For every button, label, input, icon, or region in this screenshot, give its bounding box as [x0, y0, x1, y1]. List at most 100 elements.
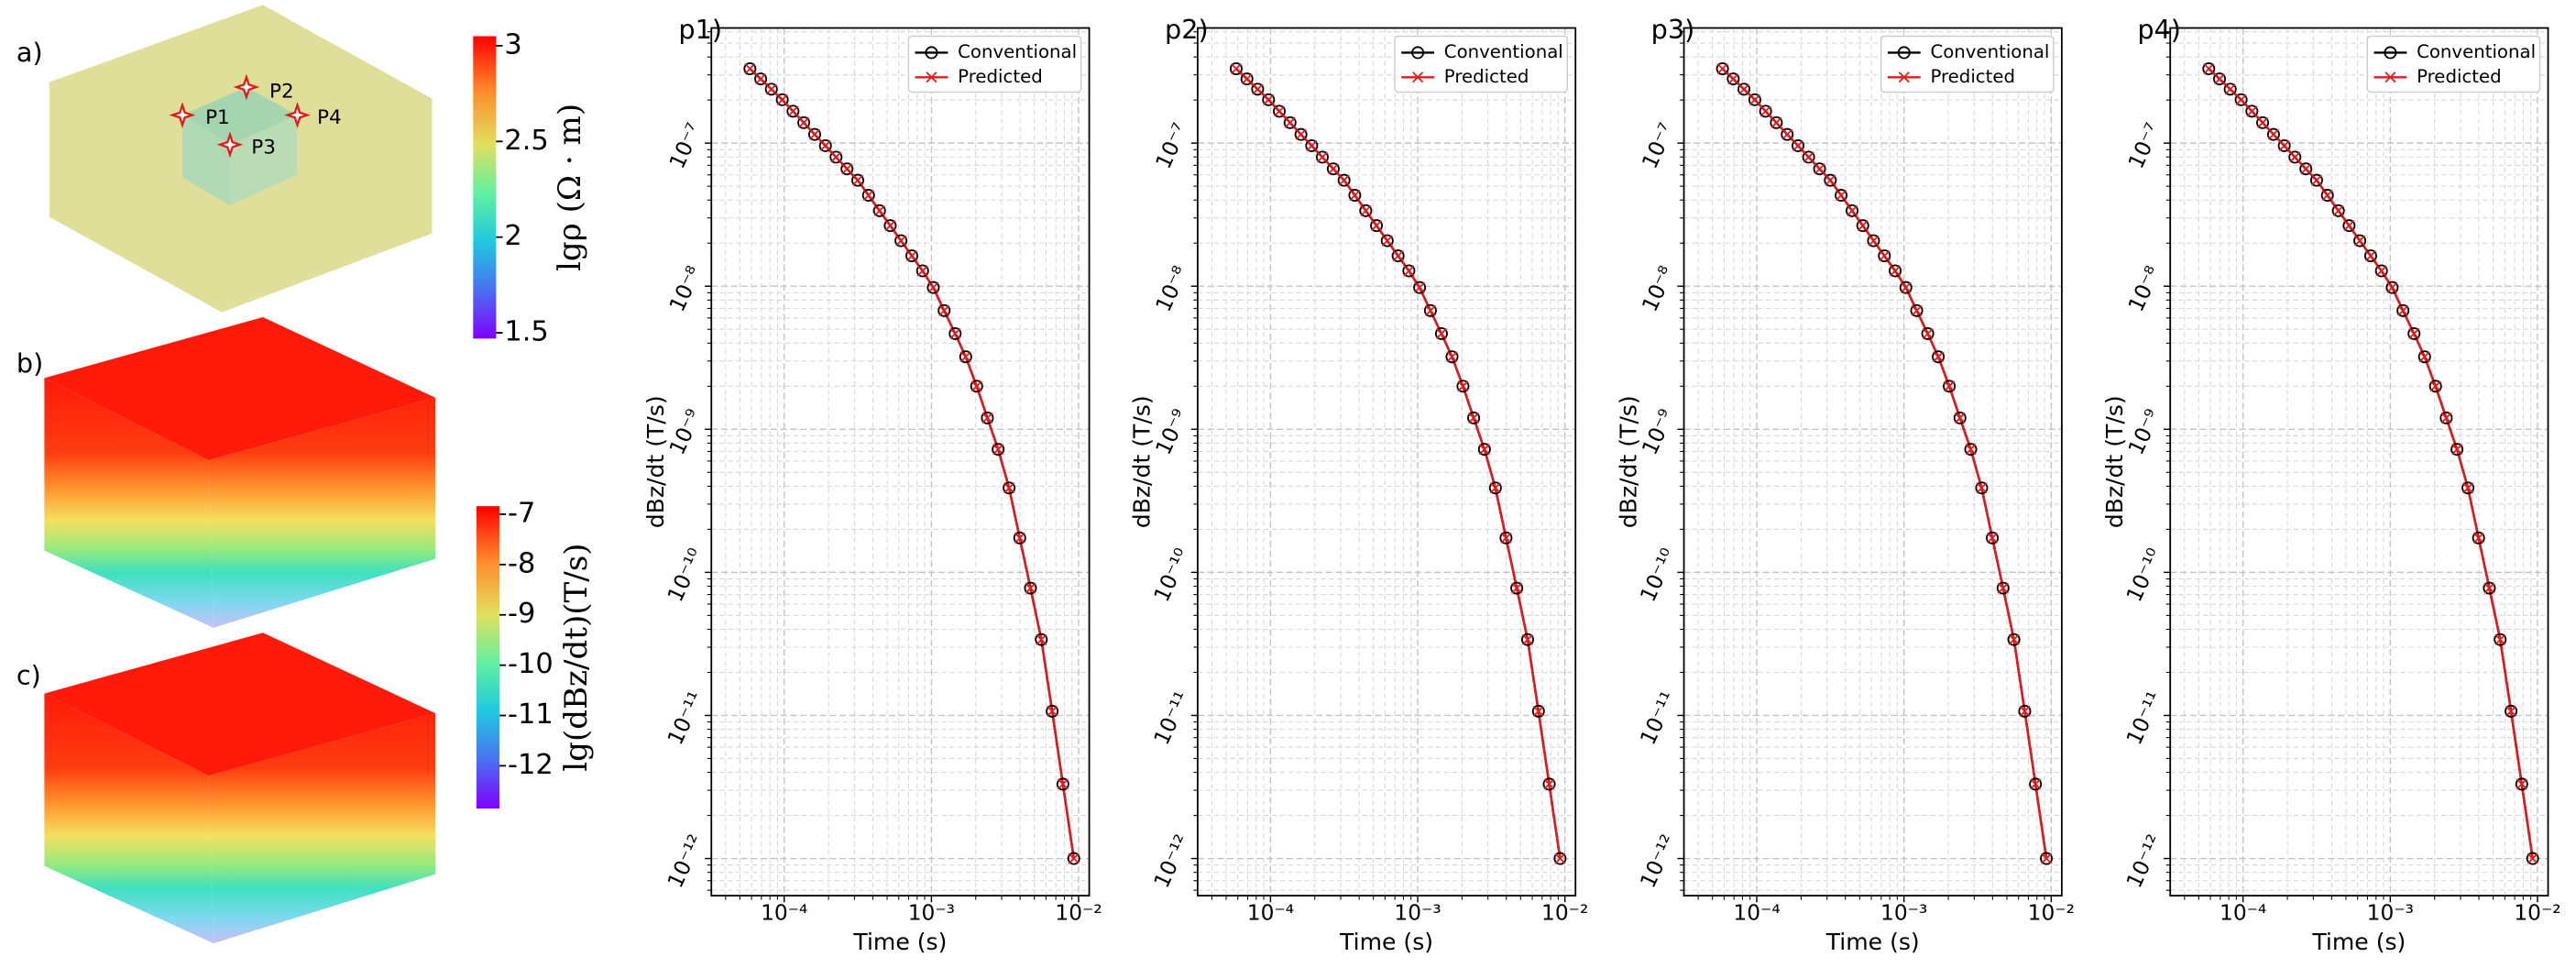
marker [2008, 633, 2020, 645]
marker [1737, 82, 1751, 96]
marker [1262, 93, 1276, 106]
marker [1284, 116, 1296, 128]
marker [2309, 173, 2323, 187]
marker [2030, 778, 2042, 790]
marker [937, 303, 951, 317]
marker [1468, 412, 1480, 424]
marker [1305, 138, 1319, 152]
marker [1424, 304, 1436, 316]
y-axis-label: dBz/dt (T/s) [642, 395, 669, 528]
marker [2364, 250, 2376, 262]
marker [1770, 116, 1782, 128]
marker [1500, 532, 1512, 544]
legend-marker [1411, 46, 1425, 60]
point-marker [284, 102, 311, 128]
marker [1531, 704, 1545, 718]
marker [1792, 139, 1804, 151]
point-label: P1 [205, 106, 230, 129]
marker [1944, 380, 1956, 392]
marker [2407, 326, 2421, 340]
marker [2428, 380, 2442, 393]
marker [1380, 234, 1394, 248]
x-tick-label: 10⁻³ [1880, 900, 1927, 925]
colorbar-tick-label: 2.5 [504, 125, 548, 157]
marker [970, 380, 983, 393]
marker [2203, 62, 2215, 75]
marker [1997, 582, 2009, 594]
plot-frame [2169, 27, 2549, 896]
marker [819, 139, 831, 151]
marker [992, 443, 1005, 456]
point-label: P3 [251, 136, 276, 159]
marker [1326, 162, 1340, 176]
marker [1899, 280, 1913, 294]
marker [1025, 582, 1036, 594]
marker [1933, 351, 1945, 363]
marker [905, 249, 918, 263]
marker [1954, 412, 1966, 424]
marker [1435, 327, 1447, 339]
legend-label: Predicted [958, 66, 1043, 87]
marker [841, 163, 853, 175]
marker [1423, 303, 1437, 317]
legend-marker [2384, 72, 2396, 83]
colorbar-tick-label: -9 [508, 598, 535, 630]
marker [1727, 73, 1739, 85]
chart: 10⁻⁴ 10⁻³ 10⁻²10⁻¹²10⁻¹¹10⁻¹⁰10⁻⁹10⁻⁸10⁻⁷C… [2101, 14, 2561, 955]
x-tick-label: 10⁻² [1055, 900, 1102, 925]
marker [2462, 482, 2474, 494]
marker [1846, 204, 1859, 217]
marker [755, 73, 767, 85]
marker [744, 62, 756, 75]
marker [2310, 174, 2322, 186]
marker [2277, 138, 2291, 152]
marker [1759, 104, 1772, 118]
marker [1543, 778, 1555, 790]
marker [1868, 235, 1880, 247]
marker [1252, 83, 1264, 95]
marker [2418, 351, 2430, 363]
marker [2483, 581, 2496, 595]
marker [981, 412, 993, 424]
plot-area [1683, 28, 2062, 896]
chart-label: p2) [1165, 14, 1209, 45]
marker [1370, 219, 1384, 233]
x-tick-label: 10⁻³ [908, 900, 955, 925]
marker [1013, 531, 1026, 544]
x-tick-label: 10⁻² [1541, 900, 1588, 925]
marker [2040, 852, 2054, 865]
marker [1338, 174, 1350, 186]
marker [872, 204, 886, 217]
chart: 10⁻⁴ 10⁻³ 10⁻²10⁻¹²10⁻¹¹10⁻¹⁰10⁻⁹10⁻⁸10⁻⁷C… [642, 14, 1102, 955]
marker [1857, 220, 1869, 232]
marker [1240, 72, 1254, 86]
marker [1748, 94, 1760, 105]
marker [1392, 250, 1404, 262]
point-marker [233, 73, 260, 101]
marker [862, 190, 874, 202]
marker [2494, 633, 2506, 645]
marker [2321, 190, 2333, 202]
marker [743, 62, 757, 75]
marker [1457, 380, 1469, 392]
marker [2396, 303, 2410, 317]
marker [840, 162, 854, 176]
legend-box [1880, 35, 2055, 94]
legend-marker [926, 72, 937, 83]
panel-label: a) [16, 37, 43, 68]
marker [1781, 128, 1793, 140]
marker [1964, 443, 1978, 456]
plot-frame [1683, 27, 2063, 896]
marker [1327, 163, 1339, 175]
cube-c [44, 632, 436, 944]
marker [2267, 128, 2279, 140]
marker [1986, 531, 2000, 544]
colorbar [476, 506, 499, 809]
marker [1835, 189, 1848, 203]
marker [1781, 127, 1794, 141]
marker [2375, 265, 2387, 277]
legend-marker [1412, 72, 1424, 83]
marker [926, 280, 940, 294]
legend-box [1394, 35, 1568, 94]
marker [852, 174, 864, 186]
